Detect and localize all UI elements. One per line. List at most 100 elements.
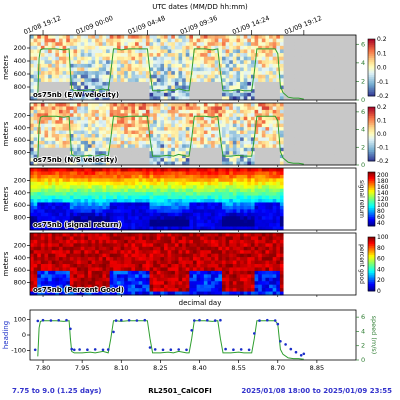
heatmap-cell xyxy=(348,78,353,83)
heatmap-cell xyxy=(109,92,114,97)
heatmap-cell xyxy=(218,226,223,231)
heatmap-cell xyxy=(178,202,183,207)
heatmap-cell xyxy=(149,161,154,166)
heatmap-cell xyxy=(135,158,140,162)
heatmap-cell xyxy=(348,202,353,207)
heatmap-cell xyxy=(138,134,143,138)
heatmap-cell xyxy=(116,63,121,68)
heatmap-cell xyxy=(69,130,74,135)
heatmap-cell xyxy=(171,168,176,172)
heatmap-cell xyxy=(40,188,45,193)
heatmap-cell xyxy=(189,56,194,61)
heatmap-cell xyxy=(203,192,208,196)
heatmap-cell xyxy=(250,49,255,54)
heatmap-cell xyxy=(214,127,219,131)
heatmap-cell xyxy=(240,71,245,76)
heatmap-cell xyxy=(87,178,92,183)
heatmap-cell xyxy=(55,42,60,47)
heatmap-cell xyxy=(189,223,194,227)
heatmap-cell xyxy=(232,195,237,200)
heatmap-cell xyxy=(305,130,310,135)
heatmap-cell xyxy=(109,109,114,114)
heatmap-cell xyxy=(153,205,158,210)
heatmap-cell xyxy=(164,103,169,107)
heatmap-cell xyxy=(221,116,226,121)
heatmap-cell xyxy=(352,171,357,176)
heatmap-cell xyxy=(109,192,114,196)
heatmap-cell xyxy=(44,226,49,231)
heatmap-cell xyxy=(272,205,277,210)
heatmap-cell xyxy=(221,168,226,172)
heatmap-cell xyxy=(341,137,346,142)
heatmap-cell xyxy=(87,192,92,196)
heatmap-cell xyxy=(236,74,241,79)
heatmap-cell xyxy=(40,74,45,79)
heatmap-cell xyxy=(145,181,150,186)
heatmap-cell xyxy=(135,123,140,128)
heatmap-cell xyxy=(91,89,96,94)
heatmap-cell xyxy=(218,78,223,83)
heatmap-cell xyxy=(323,205,328,210)
heatmap-cell xyxy=(272,158,277,162)
heatmap-cell xyxy=(127,151,132,156)
heatmap-cell xyxy=(269,103,274,107)
heatmap-cell xyxy=(272,127,277,131)
heatmap-cell xyxy=(167,185,172,190)
heatmap-cell xyxy=(334,127,339,131)
heatmap-cell xyxy=(193,96,198,101)
heatmap-cell xyxy=(160,134,165,138)
heatmap-cell xyxy=(254,144,259,149)
heatmap-cell xyxy=(258,130,263,135)
heatmap-cell xyxy=(345,67,350,72)
heatmap-cell xyxy=(327,74,332,79)
heatmap-cell xyxy=(247,205,252,210)
heatmap-cell xyxy=(120,49,125,54)
heatmap-cell xyxy=(283,223,288,227)
heatmap-cell xyxy=(290,151,295,156)
heatmap-cell xyxy=(95,38,100,43)
heatmap-cell xyxy=(196,195,201,200)
heatmap-cell xyxy=(40,134,45,138)
heatmap-cell xyxy=(73,158,78,162)
heatmap-cell xyxy=(247,161,252,166)
heatmap-cell xyxy=(203,158,208,162)
heatmap-cell xyxy=(102,205,107,210)
heatmap-cell xyxy=(240,144,245,149)
heatmap-cell xyxy=(218,199,223,203)
heatmap-cell xyxy=(225,223,230,227)
heatmap-cell xyxy=(149,212,154,217)
heatmap-cell xyxy=(116,195,121,200)
heatmap-cell xyxy=(48,71,53,76)
heatmap-cell xyxy=(120,42,125,47)
heatmap-cell xyxy=(211,188,216,193)
heatmap-cell xyxy=(203,85,208,90)
heatmap-cell xyxy=(84,192,89,196)
heatmap-cell xyxy=(178,195,183,200)
heatmap-cell xyxy=(174,154,179,159)
heatmap-cell xyxy=(254,38,259,43)
heatmap-cell xyxy=(51,158,56,162)
heatmap-cell xyxy=(102,92,107,97)
heatmap-cell xyxy=(279,144,284,149)
heatmap-cell xyxy=(337,188,342,193)
heatmap-cell xyxy=(341,144,346,149)
heatmap-cell xyxy=(178,158,183,162)
heatmap-cell xyxy=(279,158,284,162)
heatmap-cell xyxy=(178,49,183,54)
heatmap-cell xyxy=(287,60,292,65)
heatmap-cell xyxy=(33,78,38,83)
heatmap-cell xyxy=(87,181,92,186)
heatmap-cell xyxy=(196,109,201,114)
heatmap-cell xyxy=(287,171,292,176)
heatmap-cell xyxy=(167,96,172,101)
heatmap-cell xyxy=(258,205,263,210)
heatmap-cell xyxy=(131,120,136,125)
heatmap-cell xyxy=(283,192,288,196)
heatmap-cell xyxy=(66,192,71,196)
heatmap-cell xyxy=(178,35,183,40)
heatmap-cell xyxy=(352,134,357,138)
heatmap-cell xyxy=(229,181,234,186)
heatmap-cell xyxy=(261,116,266,121)
heatmap-cell xyxy=(109,116,114,121)
heatmap-cell xyxy=(30,134,35,138)
